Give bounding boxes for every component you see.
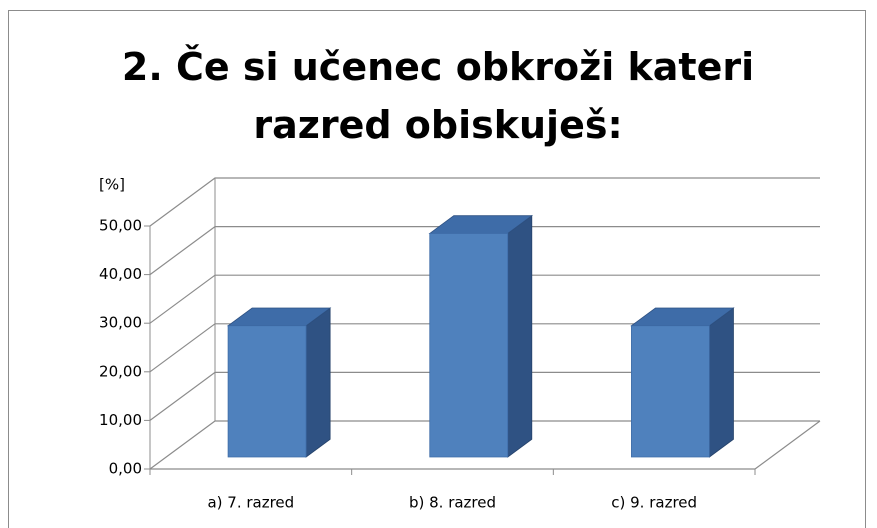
y-tick-label: 40,00 bbox=[99, 265, 142, 283]
bar-side bbox=[709, 307, 734, 458]
x-tick-label: b) 8. razred bbox=[409, 494, 496, 512]
y-axis-label: [%] bbox=[99, 176, 125, 194]
y-tick-label: 20,00 bbox=[99, 362, 142, 380]
bar bbox=[631, 325, 710, 458]
bar-side bbox=[507, 214, 533, 458]
y-tick-label: 30,00 bbox=[99, 314, 142, 332]
bar-side bbox=[305, 307, 331, 458]
chart-title: 2. Če si učenec obkroži kateri razred ob… bbox=[121, 45, 755, 147]
y-tick-label: 0,00 bbox=[109, 460, 142, 478]
bar bbox=[429, 233, 509, 458]
x-tick-label: c) 9. razred bbox=[611, 494, 697, 512]
chart-frame bbox=[8, 10, 866, 528]
bar bbox=[227, 325, 307, 458]
y-tick-label: 10,00 bbox=[99, 411, 142, 429]
x-tick-label: a) 7. razred bbox=[207, 494, 294, 512]
y-tick-label: 50,00 bbox=[99, 217, 142, 235]
